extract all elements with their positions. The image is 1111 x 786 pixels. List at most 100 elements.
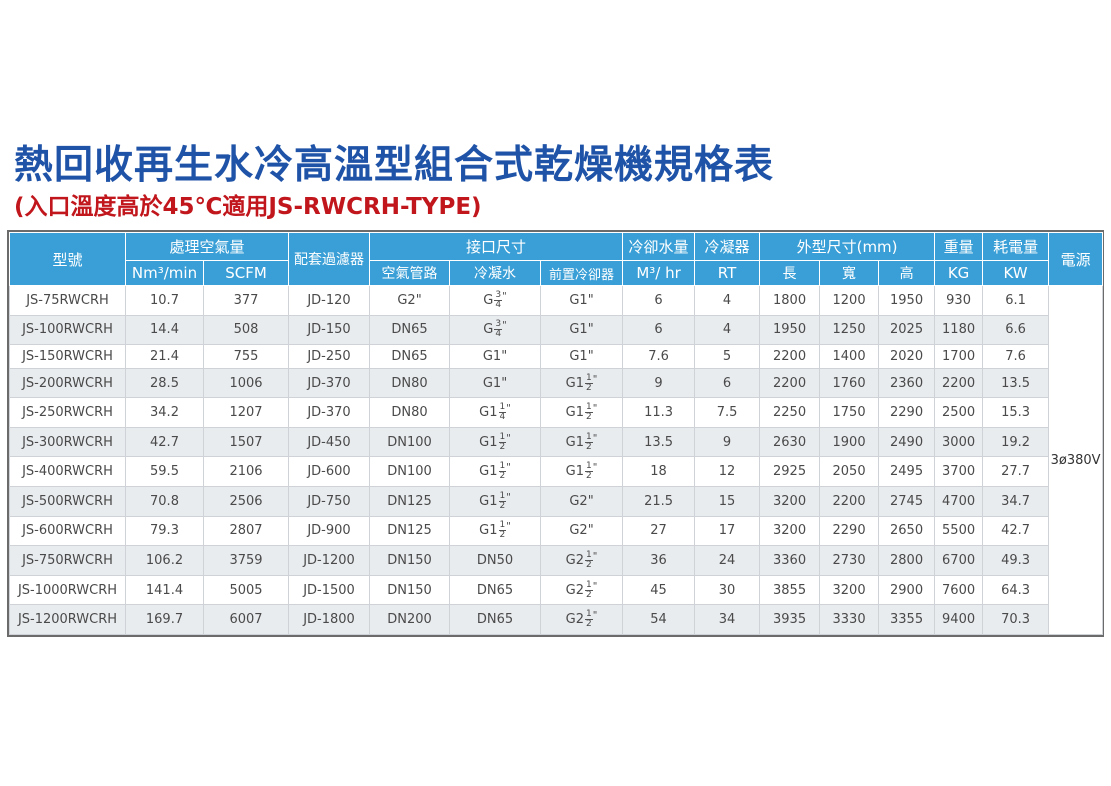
scfm-cell: 1207 [202,397,290,428]
weight-cell: 7600 [934,574,984,606]
header-row-1: 型號 處理空氣量 配套過濾器 接口尺寸 冷卻水量 冷凝器 外型尺寸(mm) 重量… [9,232,1104,286]
table-row: JS-400RWCRH 59.5 2106 JD-600 DN100 G1 1 2 " G1 1 2 "… [9,456,1103,488]
rt-cell: 4 [694,314,761,346]
air-pipe-cell: DN100 [369,426,451,458]
width-cell: 1900 [819,426,880,458]
size-suffix: " [592,610,598,622]
fraction-numerator: 1 [585,431,593,443]
weight-cell: 2500 [934,397,984,428]
height-cell: 2900 [878,574,936,606]
size-suffix: " [506,462,511,474]
weight-cell: 3000 [934,426,984,458]
nm3-cell: 141.4 [125,574,204,606]
water-cell: 45 [622,574,696,606]
size-prefix: G1 [565,464,585,480]
spec-table-frame: 型號 處理空氣量 配套過濾器 接口尺寸 冷卻水量 冷凝器 外型尺寸(mm) 重量… [7,230,1104,637]
fraction-denominator: 2 [586,441,592,452]
size-prefix: G2 [565,582,585,598]
height-cell: 3355 [878,604,936,635]
rt-cell: 4 [694,285,761,316]
height-cell: 2025 [878,314,936,346]
water-cell: 27 [622,515,696,547]
fraction-numerator: 1 [585,461,593,473]
width-cell: 1250 [819,314,880,346]
col-dimensions: 外型尺寸(mm) [759,232,936,261]
power-supply-cell: 3ø380V [1048,285,1104,635]
power-cell: 7.6 [982,344,1050,369]
fraction-denominator: 4 [495,329,502,340]
model-cell: JS-100RWCRH [9,314,126,346]
scfm-cell: 377 [202,285,290,316]
power-cell: 13.5 [982,367,1050,399]
col-power-supply: 電源 [1048,232,1104,286]
power-cell: 64.3 [982,574,1050,606]
precooler-cell: G1" [540,344,624,369]
fraction-numerator: 1 [498,461,507,473]
nm3-cell: 42.7 [125,426,204,458]
fraction-numerator: 1 [498,431,507,443]
rt-cell: 17 [694,515,761,547]
condensate-cell: G1" [449,367,542,399]
width-cell: 3200 [819,574,880,606]
rt-cell: 15 [694,486,761,517]
length-cell: 2200 [759,367,821,399]
water-cell: 6 [622,285,696,316]
fraction-numerator: 1 [585,549,593,561]
table-row: JS-500RWCRH 70.8 2506 JD-750 DN125 G1 1 2 " G2" 21… [9,486,1103,517]
fraction-numerator: 1 [498,402,507,414]
precooler-cell: G2 1 2 " [540,545,624,576]
size-prefix: G1 [565,434,585,450]
weight-cell: 9400 [934,604,984,635]
width-cell: 2730 [819,545,880,576]
air-pipe-cell: DN65 [369,314,451,346]
size-suffix: " [592,580,598,592]
col-connection: 接口尺寸 [369,232,624,261]
table-row: JS-250RWCRH 34.2 1207 JD-370 DN80 G1 1 4 " G1 1 2 " 1… [9,397,1103,428]
fraction-denominator: 2 [499,471,506,482]
power-cell: 6.1 [982,285,1050,316]
table-row: JS-150RWCRH 21.4 755 JD-250 DN65 G1" G1" 7.6 5 22… [9,344,1103,369]
fraction-denominator: 2 [586,471,592,482]
water-cell: 36 [622,545,696,576]
precooler-cell: G2" [540,515,624,547]
col-water-unit: M³/ hr [622,260,696,286]
power-cell: 49.3 [982,545,1050,576]
condensate-cell: G 3 4 " [449,285,542,316]
scfm-cell: 2506 [202,486,290,517]
nm3-cell: 70.8 [125,486,204,517]
rt-cell: 24 [694,545,761,576]
length-cell: 3200 [759,515,821,547]
table-row: JS-750RWCRH 106.2 3759 JD-1200 DN150 DN50 G2 1 2… [9,545,1103,576]
air-pipe-cell: DN125 [369,515,451,547]
col-weight: 重量 [934,232,984,261]
width-cell: 1760 [819,367,880,399]
height-cell: 2290 [878,397,936,428]
fraction-denominator: 4 [495,299,502,310]
length-cell: 3360 [759,545,821,576]
water-cell: 54 [622,604,696,635]
condensate-cell: G1 1 2 " [449,486,542,517]
col-cooling-water: 冷卻水量 [622,232,696,261]
height-cell: 2800 [878,545,936,576]
filter-cell: JD-1800 [288,604,371,635]
size-suffix: " [506,521,511,533]
width-cell: 1200 [819,285,880,316]
nm3-cell: 21.4 [125,344,204,369]
spec-table: 型號 處理空氣量 配套過濾器 接口尺寸 冷卻水量 冷凝器 外型尺寸(mm) 重量… [9,232,1104,635]
model-cell: JS-300RWCRH [9,426,126,458]
filter-cell: JD-120 [288,285,371,316]
condensate-cell: G1 1 2 " [449,426,542,458]
condensate-cell: G1 1 4 " [449,397,542,428]
filter-cell: JD-900 [288,515,371,547]
page-title: 熱回收再生水冷高溫型組合式乾燥機規格表 [14,143,775,188]
rt-cell: 34 [694,604,761,635]
col-model: 型號 [9,232,126,286]
size-suffix: " [592,550,598,562]
